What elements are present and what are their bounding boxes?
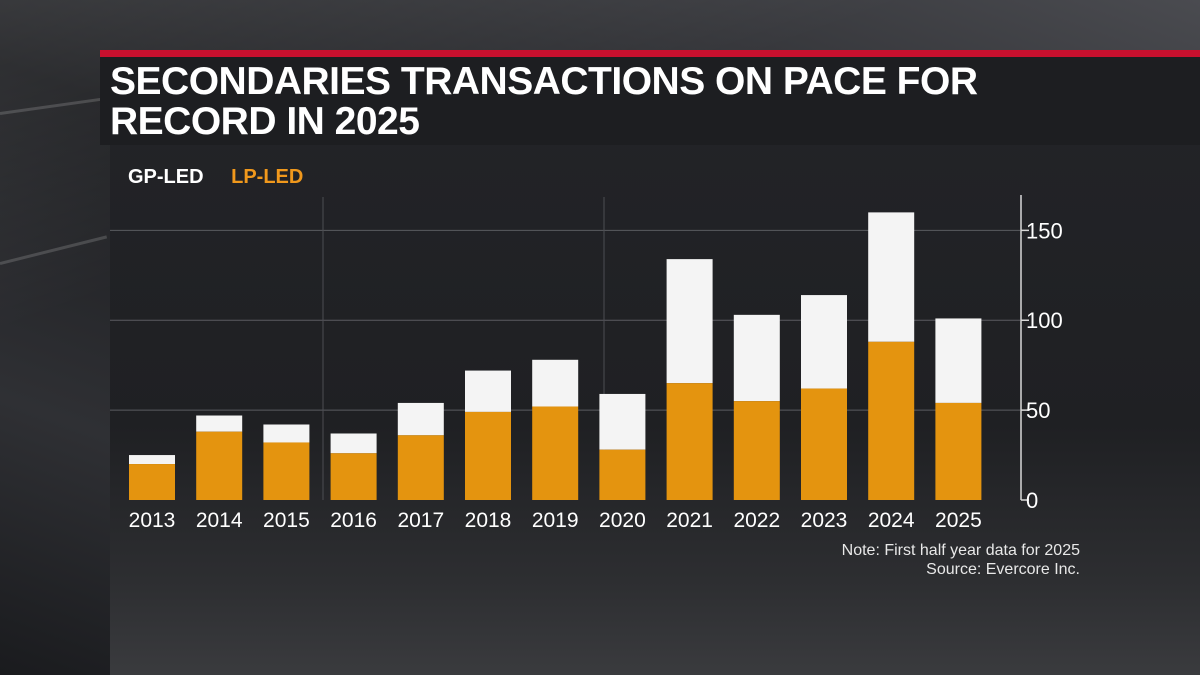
legend-lp-led: LP-LED bbox=[231, 166, 304, 188]
bar-gp-led bbox=[733, 314, 780, 402]
title-box bbox=[100, 57, 1200, 145]
legend: GP-LED LP-LED bbox=[128, 166, 325, 189]
x-tick-label: 2018 bbox=[465, 509, 512, 532]
bar-lp-led bbox=[196, 431, 243, 500]
bar-gp-led bbox=[935, 318, 982, 403]
x-tick-label: 2016 bbox=[330, 509, 377, 532]
x-tick-label: 2020 bbox=[599, 509, 646, 532]
x-tick-label: 2014 bbox=[196, 509, 243, 532]
bar-gp-led bbox=[397, 402, 444, 436]
bar-lp-led bbox=[801, 388, 847, 500]
source-text: Source: Evercore Inc. bbox=[926, 561, 1080, 578]
bar-gp-led bbox=[599, 393, 646, 450]
y-tick-label: 150 bbox=[1026, 218, 1063, 243]
x-tick-label: 2022 bbox=[733, 509, 780, 532]
bar-lp-led bbox=[666, 383, 713, 500]
x-tick-label: 2015 bbox=[263, 509, 310, 532]
x-tick-label: 2021 bbox=[666, 509, 713, 532]
bar-lp-led bbox=[465, 411, 511, 500]
stacked-bar-chart: 0 50 100 150 2013 2014 2015 2016 2017 2018 2019 202… bbox=[110, 195, 1063, 532]
chart-title: SECONDARIES TRANSACTIONS ON PACE FOR REC… bbox=[110, 60, 978, 143]
y-tick-label: 0 bbox=[1026, 488, 1038, 513]
bar-lp-led bbox=[397, 435, 444, 500]
bar-gp-led bbox=[801, 295, 847, 389]
bar-lp-led bbox=[733, 401, 780, 500]
x-tick-label: 2017 bbox=[397, 509, 444, 532]
bar-lp-led bbox=[263, 442, 310, 500]
accent-bar bbox=[100, 50, 1200, 57]
bar-lp-led bbox=[599, 449, 646, 500]
bar-gp-led bbox=[330, 433, 377, 454]
bar-lp-led bbox=[129, 464, 175, 500]
note-text: Note: First half year data for 2025 bbox=[841, 542, 1080, 559]
bar-lp-led bbox=[868, 341, 915, 500]
y-tick-label: 50 bbox=[1026, 398, 1050, 423]
bar-lp-led bbox=[935, 402, 982, 500]
x-tick-label: 2019 bbox=[532, 509, 579, 532]
bar-gp-led bbox=[666, 259, 713, 384]
y-tick-label: 100 bbox=[1026, 308, 1063, 333]
bar-gp-led bbox=[868, 212, 915, 342]
footnote: Note: First half year data for 2025 Sour… bbox=[842, 541, 1080, 579]
bar-lp-led bbox=[330, 453, 377, 500]
x-tick-label: 2013 bbox=[129, 509, 176, 532]
bar-gp-led bbox=[532, 359, 579, 407]
chart-panel bbox=[110, 50, 1200, 675]
legend-gp-led: GP-LED bbox=[128, 166, 204, 188]
x-tick-label: 2024 bbox=[868, 509, 915, 532]
bar-lp-led bbox=[532, 406, 579, 500]
bar-gp-led bbox=[196, 415, 243, 432]
x-tick-label: 2023 bbox=[801, 509, 848, 532]
x-tick-label: 2025 bbox=[935, 509, 982, 532]
bar-gp-led bbox=[465, 370, 511, 412]
bar-gp-led bbox=[263, 424, 310, 443]
bar-gp-led bbox=[129, 455, 175, 465]
